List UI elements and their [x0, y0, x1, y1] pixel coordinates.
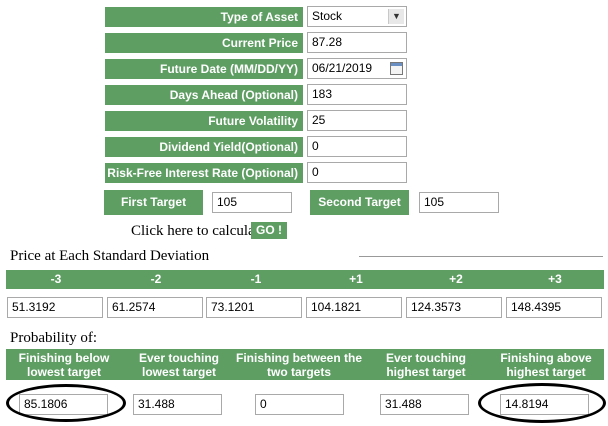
- type-of-asset-select[interactable]: Stock ▼: [307, 6, 407, 27]
- first-target-label: First Target: [104, 190, 203, 215]
- divider-line: [359, 256, 603, 257]
- probability-header-bar: Finishing below lowest target Ever touch…: [6, 349, 604, 380]
- future-date-value: 06/21/2019: [312, 61, 373, 75]
- prob-header-touch-highest: Ever touching highest target: [385, 351, 466, 379]
- second-target-input[interactable]: 105: [419, 192, 499, 213]
- std-dev-header-m1: -1: [250, 272, 262, 286]
- future-volatility-label: Future Volatility: [105, 111, 303, 131]
- type-of-asset-value: Stock: [312, 9, 343, 23]
- std-dev-value-p1[interactable]: 104.1821: [306, 297, 402, 318]
- current-price-input[interactable]: 87.28: [307, 32, 407, 53]
- std-dev-value-p2[interactable]: 124.3573: [406, 297, 502, 318]
- annotation-ellipse-right: [478, 383, 606, 423]
- std-dev-header-m2: -2: [150, 272, 162, 286]
- prob-header-above-highest: Finishing above highest target: [500, 351, 592, 379]
- future-volatility-input[interactable]: 25: [307, 110, 407, 131]
- type-of-asset-label: Type of Asset: [105, 7, 303, 27]
- future-date-input[interactable]: 06/21/2019: [307, 58, 407, 79]
- days-ahead-input[interactable]: 183: [307, 84, 407, 105]
- dividend-yield-input[interactable]: 0: [307, 136, 407, 157]
- annotation-ellipse-left: [6, 384, 126, 422]
- first-target-input[interactable]: 105: [212, 192, 292, 213]
- std-dev-title: Price at Each Standard Deviation: [10, 248, 210, 264]
- std-dev-value-p3[interactable]: 148.4395: [506, 297, 602, 318]
- prob-value-touch-lowest[interactable]: 31.488: [133, 394, 222, 415]
- std-dev-value-m1[interactable]: 73.1201: [206, 297, 302, 318]
- future-date-label: Future Date (MM/DD/YY): [105, 59, 303, 79]
- chevron-down-icon[interactable]: ▼: [388, 9, 404, 24]
- prob-value-touch-highest[interactable]: 31.488: [380, 394, 469, 415]
- std-dev-header-p2: +2: [449, 272, 463, 286]
- days-ahead-label: Days Ahead (Optional): [105, 85, 303, 105]
- calculate-prompt: Click here to calculate: [131, 223, 266, 239]
- go-button[interactable]: GO !: [251, 222, 287, 239]
- prob-header-between: Finishing between the two targets: [236, 351, 363, 379]
- std-dev-header-p1: +1: [349, 272, 363, 286]
- prob-header-below-lowest: Finishing below lowest target: [18, 351, 110, 379]
- risk-free-rate-input[interactable]: 0: [307, 162, 407, 183]
- probability-title: Probability of:: [10, 330, 98, 346]
- std-dev-header-m3: -3: [50, 272, 62, 286]
- prob-value-between[interactable]: 0: [255, 394, 344, 415]
- dividend-yield-label: Dividend Yield(Optional): [105, 137, 303, 157]
- second-target-label: Second Target: [310, 190, 409, 215]
- std-dev-header-p3: +3: [548, 272, 562, 286]
- risk-free-rate-label: Risk-Free Interest Rate (Optional): [105, 163, 303, 183]
- prob-header-touch-lowest: Ever touching lowest target: [138, 351, 219, 379]
- current-price-label: Current Price: [105, 33, 303, 53]
- std-dev-value-m2[interactable]: 61.2574: [107, 297, 203, 318]
- calendar-icon[interactable]: [390, 62, 403, 75]
- std-dev-value-m3[interactable]: 51.3192: [7, 297, 103, 318]
- std-dev-header-bar: -3 -2 -1 +1 +2 +3: [6, 270, 604, 289]
